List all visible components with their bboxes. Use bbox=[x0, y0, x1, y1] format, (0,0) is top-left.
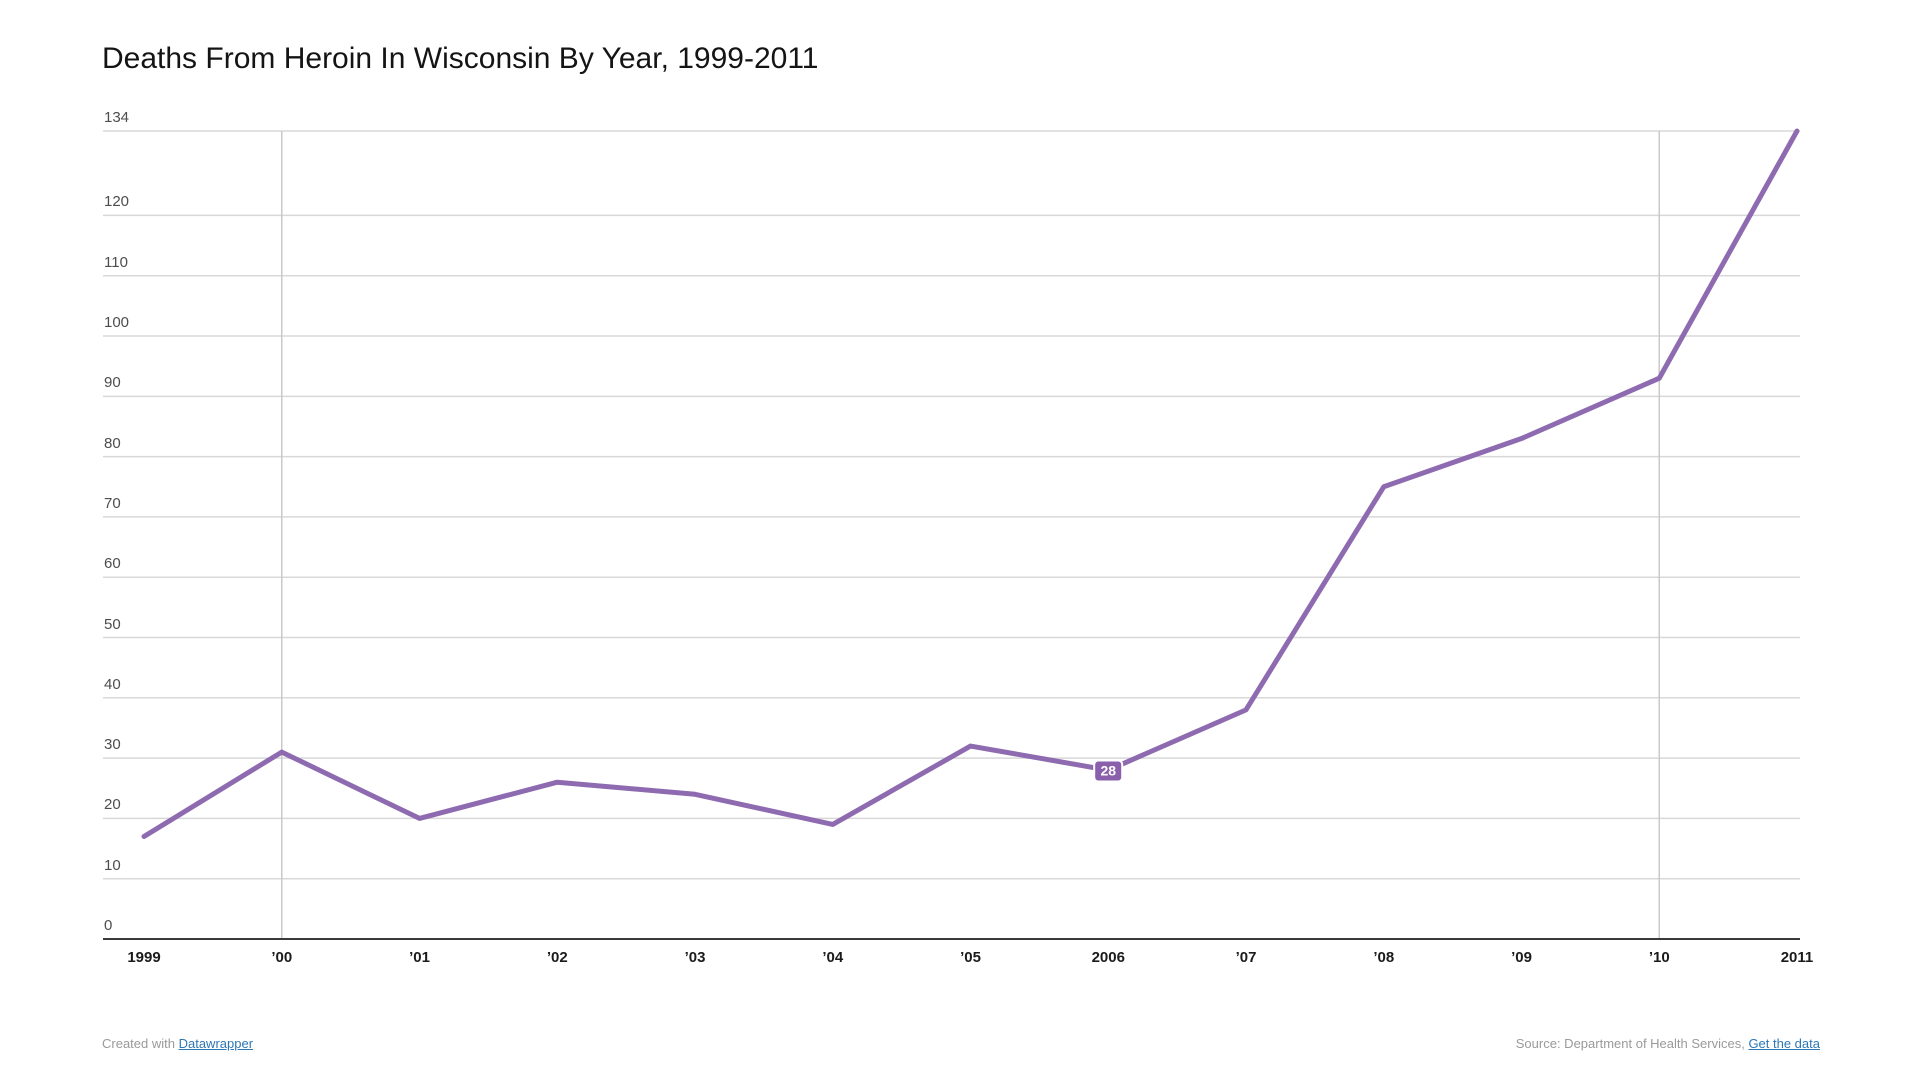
x-tick-label: ’05 bbox=[960, 949, 981, 966]
y-tick-label: 50 bbox=[104, 615, 121, 633]
x-tick-label: ’02 bbox=[546, 949, 568, 966]
vertical-gridlines bbox=[281, 131, 1660, 939]
y-tick-label: 90 bbox=[104, 374, 121, 392]
created-with-text: Created with bbox=[102, 1036, 179, 1051]
y-tick-label: 134 bbox=[104, 109, 130, 126]
y-tick-label: 110 bbox=[104, 253, 128, 271]
x-tick-label: ’04 bbox=[822, 949, 844, 966]
x-tick-label: ’09 bbox=[1511, 949, 1532, 966]
y-tick-label: 40 bbox=[104, 675, 121, 693]
x-tick-label: ’08 bbox=[1373, 949, 1395, 966]
source-text: Source: Department of Health Services, bbox=[1515, 1036, 1749, 1051]
x-tick-label: ’00 bbox=[271, 949, 293, 966]
y-tick-label: 100 bbox=[104, 314, 130, 331]
y-tick-label: 0 bbox=[104, 917, 113, 934]
data-point-value-badge[interactable]: 28 bbox=[1093, 759, 1124, 783]
x-tick-label: 1999 bbox=[127, 949, 161, 966]
y-tick-label: 30 bbox=[104, 736, 121, 754]
x-tick-label: 2011 bbox=[1780, 949, 1814, 966]
attribution-footer: Created with Datawrapper bbox=[102, 1036, 253, 1051]
y-tick-label: 120 bbox=[104, 193, 130, 211]
x-tick-label: ’07 bbox=[1235, 949, 1257, 966]
x-tick-label: ’10 bbox=[1648, 949, 1670, 966]
chart-title: Deaths From Heroin In Wisconsin By Year,… bbox=[102, 42, 819, 75]
y-tick-label: 70 bbox=[104, 494, 121, 512]
datawrapper-link[interactable]: Datawrapper bbox=[178, 1036, 254, 1051]
x-tick-label: 2006 bbox=[1091, 949, 1125, 966]
y-tick-label: 10 bbox=[104, 856, 121, 874]
data-series-line bbox=[141, 128, 1800, 839]
y-tick-label: 20 bbox=[104, 796, 121, 814]
series-polyline bbox=[141, 128, 1800, 839]
x-tick-label: ’01 bbox=[409, 949, 430, 966]
get-the-data-link[interactable]: Get the data bbox=[1748, 1036, 1820, 1051]
horizontal-gridlines bbox=[103, 130, 1800, 880]
y-tick-label: 80 bbox=[104, 434, 121, 452]
x-tick-label: ’03 bbox=[684, 949, 706, 966]
y-tick-label: 60 bbox=[104, 555, 121, 573]
source-footer: Source: Department of Health Services, G… bbox=[1516, 1036, 1820, 1051]
